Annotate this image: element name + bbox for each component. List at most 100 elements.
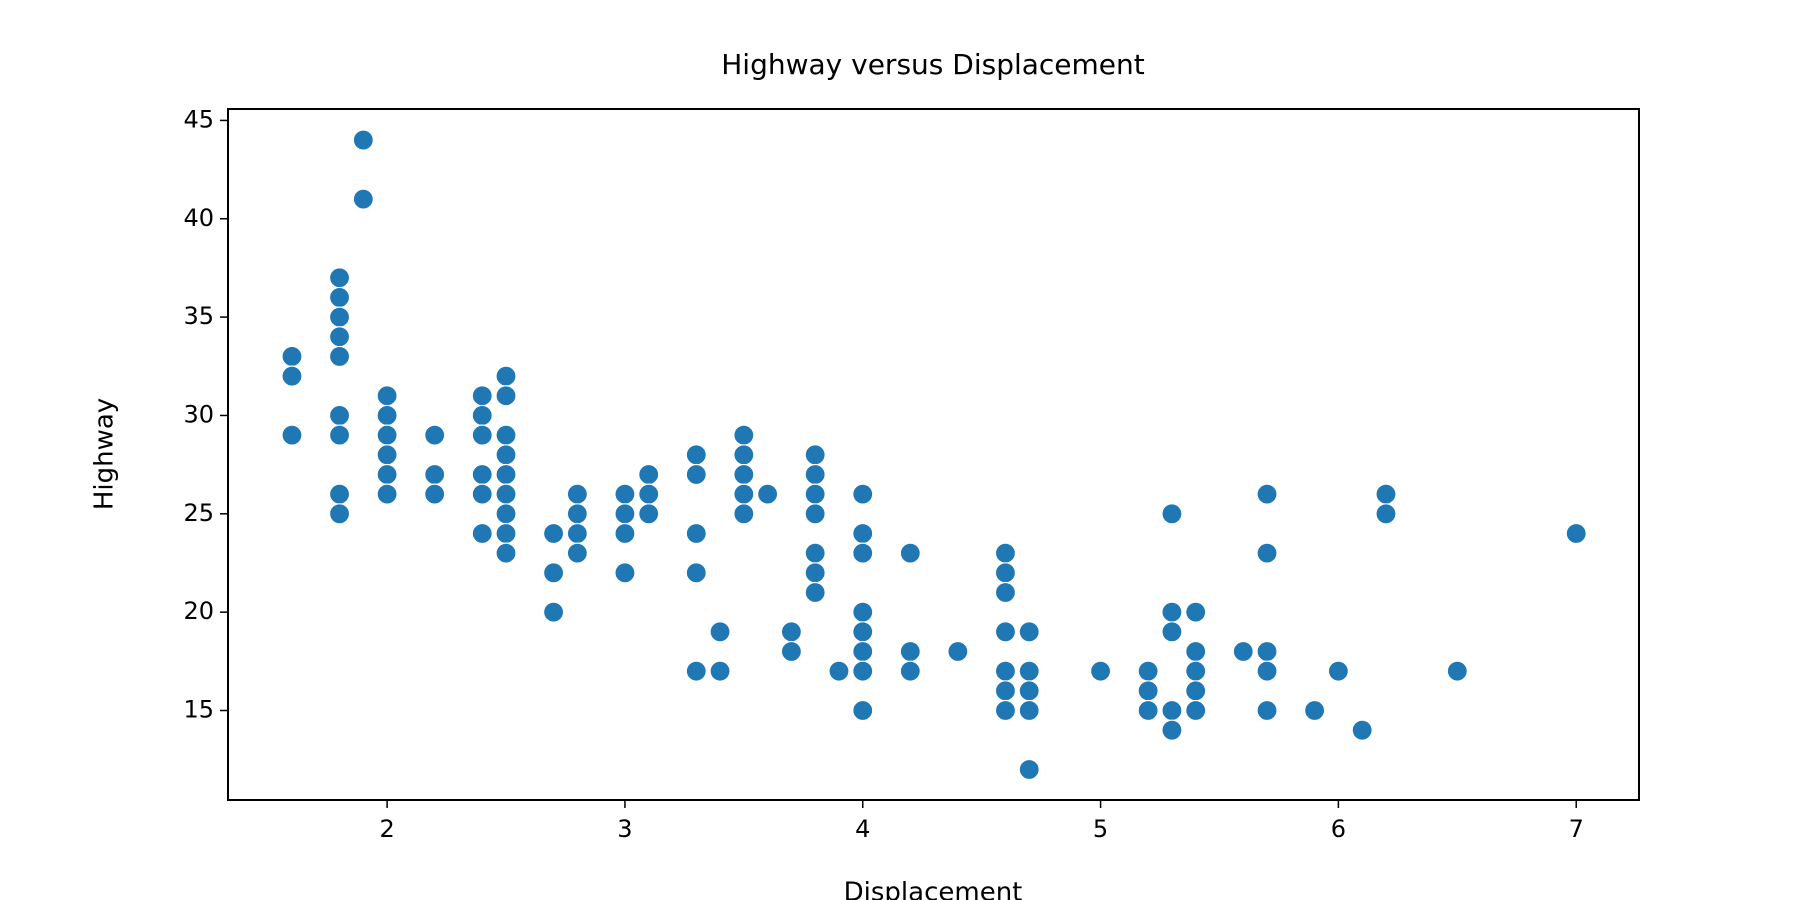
point [994, 581, 1017, 604]
point [1185, 680, 1207, 702]
point [1089, 660, 1112, 682]
point [471, 463, 493, 486]
point [685, 444, 707, 466]
point [1161, 621, 1183, 643]
point [471, 522, 493, 545]
point [1375, 503, 1397, 525]
point [614, 503, 636, 525]
point [852, 660, 874, 682]
y-axis-label: Highway [90, 398, 120, 510]
point [566, 503, 588, 525]
y-tick-label: 20 [183, 597, 214, 625]
point [328, 267, 351, 289]
point [328, 483, 351, 505]
chart-title: Highway versus Displacement [721, 48, 1145, 81]
point [685, 562, 707, 584]
point [709, 621, 731, 643]
point [328, 424, 351, 446]
point [1137, 660, 1159, 682]
point [1161, 699, 1183, 722]
point [733, 444, 755, 466]
point [828, 660, 850, 682]
point [899, 640, 921, 663]
point [471, 483, 493, 505]
x-tick-label: 2 [379, 815, 394, 843]
point [852, 699, 874, 722]
point [614, 522, 636, 545]
point [852, 640, 874, 663]
y-tick-label: 15 [183, 696, 214, 724]
point [994, 660, 1017, 682]
point [852, 621, 874, 643]
point [852, 542, 874, 564]
point [899, 660, 921, 682]
x-tick-label: 7 [1569, 815, 1584, 843]
point [1304, 699, 1326, 722]
point [804, 542, 826, 564]
point [328, 503, 351, 525]
point [1018, 660, 1040, 682]
x-tick-label: 4 [855, 815, 870, 843]
point [1351, 719, 1373, 741]
point [733, 424, 755, 446]
y-tick-label: 40 [183, 204, 214, 232]
point [471, 424, 493, 446]
point [328, 345, 351, 368]
point [1018, 758, 1040, 781]
point [852, 483, 874, 505]
point [1327, 660, 1349, 682]
point [804, 463, 826, 486]
y-tick-label: 45 [183, 105, 214, 133]
x-axis-label: Displacement [844, 878, 1023, 900]
point [780, 640, 803, 663]
point [542, 562, 565, 584]
point [1185, 660, 1207, 682]
point [471, 404, 493, 427]
point [1565, 522, 1587, 545]
point [804, 444, 826, 466]
point [638, 503, 660, 525]
point [804, 581, 826, 604]
point [994, 680, 1017, 702]
plot-frame [227, 108, 1640, 801]
point [1161, 601, 1183, 623]
point [852, 522, 874, 545]
point [424, 424, 446, 446]
point [804, 503, 826, 525]
point [899, 542, 921, 564]
point [471, 385, 493, 407]
point [352, 129, 374, 151]
point [542, 522, 565, 545]
point [1256, 699, 1278, 722]
point [424, 463, 446, 486]
point [994, 562, 1017, 584]
point [495, 503, 517, 525]
point [281, 345, 303, 368]
point [1446, 660, 1468, 682]
point [495, 385, 517, 407]
point [1256, 640, 1278, 663]
point [495, 424, 517, 446]
x-tick-label: 6 [1331, 815, 1346, 843]
point [376, 483, 398, 505]
point [1137, 680, 1159, 702]
y-tick-label: 25 [183, 499, 214, 527]
point [281, 424, 303, 446]
point [495, 483, 517, 505]
y-tick-label: 35 [183, 302, 214, 330]
point [994, 542, 1017, 564]
point [994, 699, 1017, 722]
point [328, 326, 351, 348]
point [852, 601, 874, 623]
point [1137, 699, 1159, 722]
point [495, 542, 517, 564]
point [495, 365, 517, 387]
point [638, 483, 660, 505]
point [376, 424, 398, 446]
point [328, 404, 351, 427]
point [614, 562, 636, 584]
point [376, 385, 398, 407]
point [709, 660, 731, 682]
x-tick-label: 5 [1093, 815, 1108, 843]
